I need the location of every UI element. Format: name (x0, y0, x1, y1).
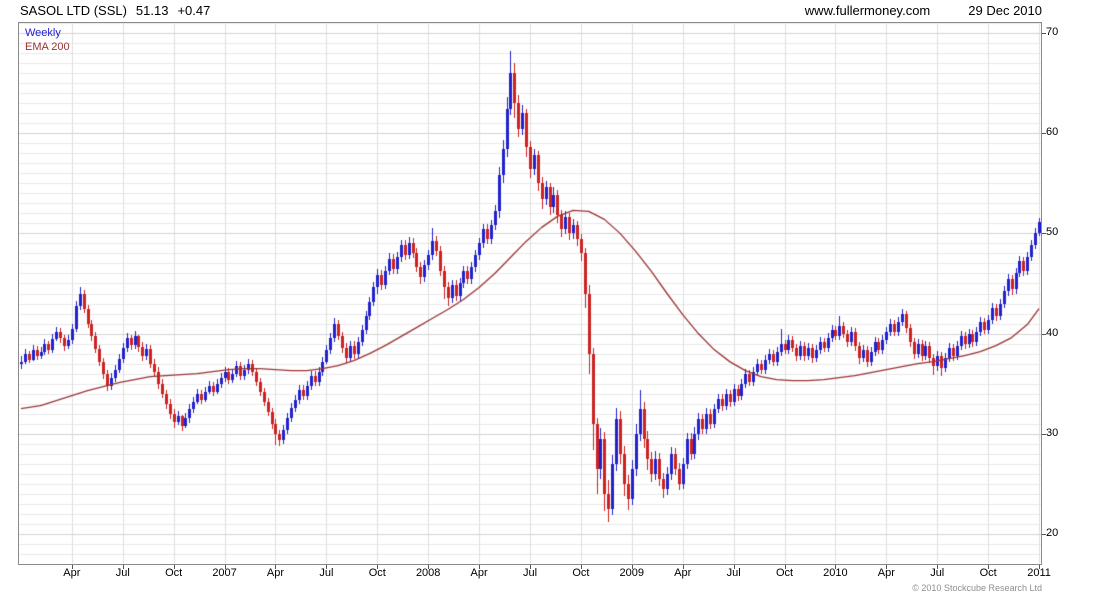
x-axis-tick (530, 565, 531, 569)
y-axis-tick (1042, 133, 1046, 134)
x-axis-tick (581, 565, 582, 569)
x-axis-tick (479, 565, 480, 569)
last-price: 51.13 (135, 3, 169, 18)
x-axis-tick (326, 565, 327, 569)
instrument-title: SASOL LTD (SSL) (20, 3, 127, 18)
plot-area: Weekly EMA 200 (18, 22, 1042, 565)
y-axis-label: 60 (1046, 126, 1059, 139)
x-axis-tick (174, 565, 175, 569)
x-axis-tick (937, 565, 938, 569)
x-axis-label: 2009 (619, 567, 645, 579)
y-axis-label: 70 (1046, 26, 1059, 39)
x-axis-label: Oct (165, 567, 183, 579)
legend-weekly: Weekly (25, 27, 61, 39)
chart-header-right: www.fullermoney.com 29 Dec 2010 (805, 3, 1042, 18)
x-axis-label: Oct (368, 567, 386, 579)
y-axis-tick (1042, 434, 1046, 435)
price-change: +0.47 (177, 3, 211, 18)
x-axis-label: 2008 (415, 567, 441, 579)
x-axis-label: Jul (726, 567, 741, 579)
x-axis-label: Jul (930, 567, 945, 579)
x-axis-label: Apr (674, 567, 692, 579)
x-axis-label: Jul (319, 567, 334, 579)
y-axis-tick (1042, 334, 1046, 335)
x-axis-tick (123, 565, 124, 569)
x-axis-label: Oct (572, 567, 590, 579)
x-axis-label: 2010 (823, 567, 848, 579)
x-axis-tick (785, 565, 786, 569)
x-axis-tick (886, 565, 887, 569)
x-axis-tick (988, 565, 989, 569)
x-axis-label: 2011 (1027, 567, 1051, 579)
x-axis-label: Jul (115, 567, 130, 579)
x-axis-label: Oct (979, 567, 997, 579)
y-axis-label: 50 (1046, 226, 1059, 239)
x-axis-label: Jul (522, 567, 538, 579)
x-axis-tick (1039, 565, 1040, 569)
x-axis-tick (632, 565, 633, 569)
x-axis-tick (72, 565, 73, 569)
chart-legend: Weekly EMA 200 (25, 26, 70, 54)
chart-header: SASOL LTD (SSL) 51.13 +0.47 (20, 3, 219, 18)
x-axis-label: 2007 (212, 567, 237, 579)
x-axis-tick (683, 565, 684, 569)
chart-date: 29 Dec 2010 (968, 3, 1042, 18)
x-axis-tick (275, 565, 276, 569)
y-axis-tick (1042, 534, 1046, 535)
x-axis-label: Apr (63, 567, 81, 579)
x-axis-tick (377, 565, 378, 569)
x-axis-tick (734, 565, 735, 569)
x-axis-label: Apr (266, 567, 285, 579)
x-axis-label: Apr (877, 567, 895, 579)
y-axis-tick (1042, 233, 1046, 234)
x-axis-tick (225, 565, 226, 569)
x-axis-tick (428, 565, 429, 569)
y-axis-label: 20 (1046, 526, 1059, 539)
legend-ema-200: EMA 200 (25, 41, 70, 53)
x-axis-label: Oct (775, 567, 794, 579)
copyright-notice: © 2010 Stockcube Research Ltd (912, 583, 1042, 593)
x-axis-tick (835, 565, 836, 569)
y-axis-label: 30 (1046, 426, 1059, 439)
y-axis-tick (1042, 33, 1046, 34)
y-axis-label: 40 (1046, 326, 1059, 339)
site-url: www.fullermoney.com (804, 3, 931, 18)
x-axis-label: Apr (470, 567, 488, 579)
price-chart-canvas (19, 23, 1041, 564)
